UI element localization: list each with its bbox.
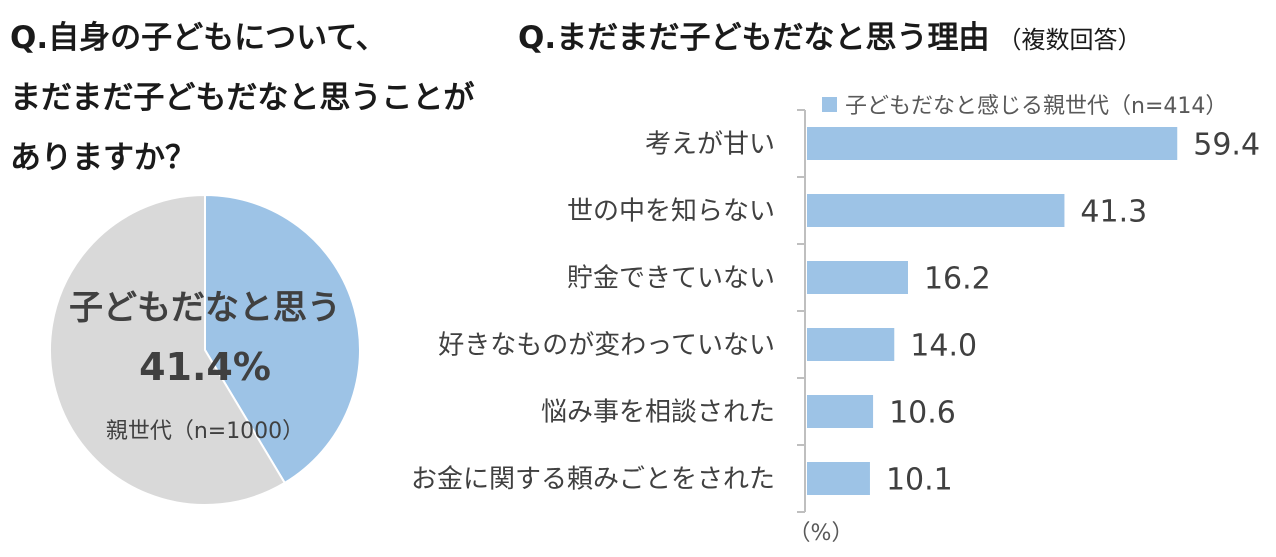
bar — [807, 194, 1065, 227]
data-label: 59.4 — [1193, 128, 1260, 163]
bar — [807, 127, 1178, 160]
pie-slice-rest — [49, 193, 287, 506]
title-line-3: ありますか？ — [10, 140, 196, 176]
category-label: 世の中を知らない — [567, 197, 775, 227]
bar — [807, 261, 908, 294]
category-label: 考えが甘い — [645, 130, 775, 160]
bar — [807, 328, 895, 361]
right-title-note: （複数回答） — [997, 26, 1142, 54]
data-label: 10.1 — [886, 463, 953, 498]
question-title-right: Q.まだまだ子どもだなと思う理由 （複数回答） — [518, 12, 1142, 57]
legend: 子どもだなと感じる親世代（n=414） — [822, 88, 1227, 120]
category-label: 好きなものが変わっていない — [438, 331, 775, 361]
category-label: お金に関する頼みごとをされた — [411, 465, 775, 495]
legend-swatch — [822, 96, 837, 112]
bar — [807, 395, 874, 428]
data-label: 10.6 — [889, 396, 956, 431]
title-line-1: Q.自身の子どもについて、 — [10, 20, 387, 56]
data-label: 16.2 — [924, 262, 991, 297]
right-title-text: Q.まだまだ子どもだなと思う理由 — [518, 20, 990, 56]
category-label: 悩み事を相談された — [541, 398, 775, 428]
pie-sample-size: 親世代（n=1000） — [105, 419, 305, 444]
category-label: 貯金できていない — [567, 264, 775, 294]
title-line-2: まだまだ子どもだなと思うことが — [10, 80, 475, 116]
data-label: 41.3 — [1080, 195, 1147, 230]
unit-label: （%） — [789, 521, 854, 546]
pie-percentage: 41.4% — [139, 345, 271, 389]
pie-label: 子どもだなと思う — [69, 288, 341, 328]
data-label: 14.0 — [910, 329, 977, 364]
pie-slice-highlight — [204, 193, 361, 485]
question-title-left: Q.自身の子どもについて、 まだまだ子どもだなと思うことが ありますか？ — [10, 8, 490, 188]
bar — [807, 462, 870, 495]
pie-chart — [49, 193, 361, 506]
legend-label: 子どもだなと感じる親世代（n=414） — [845, 94, 1228, 119]
